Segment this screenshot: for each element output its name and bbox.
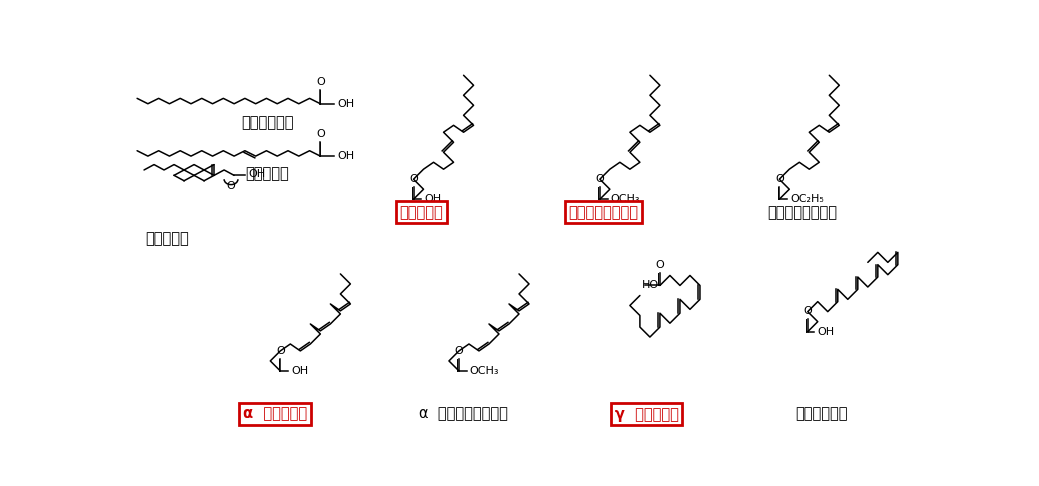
Text: OH: OH	[291, 366, 309, 376]
Text: O: O	[595, 174, 605, 184]
Text: OH: OH	[817, 327, 834, 337]
Text: バクセン酸: バクセン酸	[245, 166, 289, 181]
Text: O: O	[455, 346, 463, 356]
Text: リノール酸エチル: リノール酸エチル	[768, 205, 837, 220]
Text: α  リノレン酸: α リノレン酸	[243, 407, 307, 421]
Text: O: O	[316, 129, 325, 139]
Text: OH: OH	[248, 169, 265, 179]
Text: O: O	[276, 346, 285, 356]
Text: リノール酸: リノール酸	[399, 205, 443, 220]
Text: O: O	[803, 306, 812, 316]
Text: OH: OH	[424, 194, 442, 204]
Text: O: O	[316, 77, 325, 87]
Text: OH: OH	[338, 151, 354, 161]
Text: O: O	[775, 174, 783, 184]
Text: γ  リノレン酸: γ リノレン酸	[615, 407, 678, 421]
Text: OCH₃: OCH₃	[470, 366, 499, 376]
Text: リノール酸メチル: リノール酸メチル	[568, 205, 639, 220]
Text: OH: OH	[338, 99, 354, 109]
Text: OCH₃: OCH₃	[611, 194, 640, 204]
Text: O: O	[227, 181, 236, 191]
Text: アラキドン酸: アラキドン酸	[796, 407, 848, 421]
Text: O: O	[656, 260, 664, 270]
Text: α  リノレン酸メチル: α リノレン酸メチル	[419, 407, 508, 421]
Text: HO: HO	[641, 280, 659, 291]
Text: ステアリン酸: ステアリン酸	[241, 115, 293, 130]
Text: OC₂H₅: OC₂H₅	[790, 194, 824, 204]
Text: O: O	[409, 174, 418, 184]
Text: オレイン酸: オレイン酸	[145, 231, 189, 246]
